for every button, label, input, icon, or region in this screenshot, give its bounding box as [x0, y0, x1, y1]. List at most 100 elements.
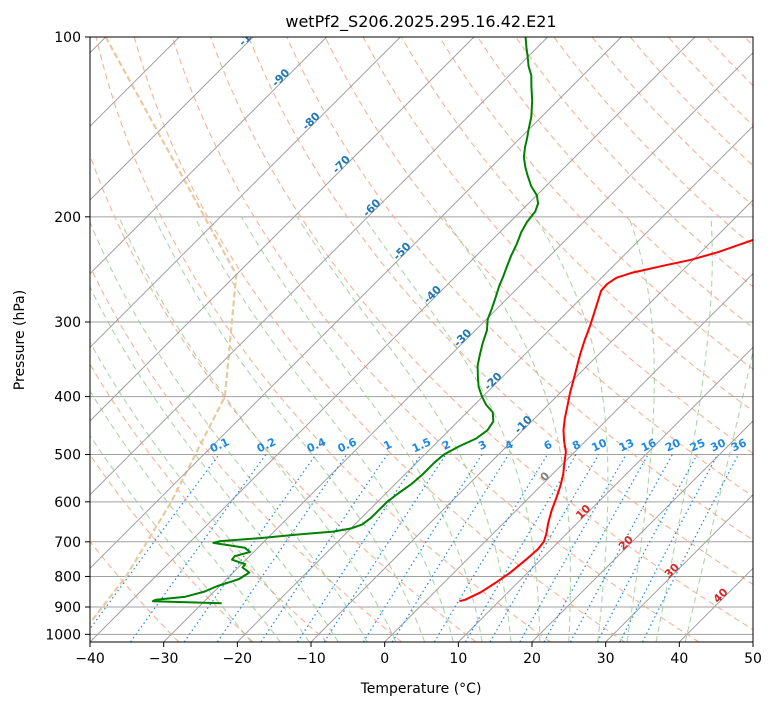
- moist-adiabat-line: [118, 216, 397, 642]
- y-tick-label: 200: [54, 210, 81, 226]
- mixing-ratio-line: [90, 454, 220, 630]
- mixing-ratio-label: 25: [688, 436, 707, 454]
- mixing-ratio-label: 13: [617, 436, 636, 454]
- mixing-ratio-label: 16: [639, 436, 659, 454]
- x-tick-label: 50: [744, 651, 762, 667]
- moist-adiabats: [90, 216, 753, 642]
- moist-adiabat-line: [90, 285, 339, 642]
- mixing-ratio-line: [323, 454, 447, 642]
- moist-adiabat-line: [626, 216, 655, 642]
- x-axis-ticks: −40 −30 −20 −10 0 10 20 30 40 50: [75, 642, 762, 667]
- sounding-series: [151, 37, 753, 605]
- moist-adiabat-line: [90, 434, 252, 642]
- mixing-ratio-line: [519, 454, 627, 642]
- mixing-ratio-line: [619, 454, 719, 642]
- y-axis-ticks: 100 200 300 400 500 600 700 800 900 1000: [45, 30, 90, 643]
- dry-adiabat-line: [95, 37, 551, 642]
- mixing-ratio-label: 10: [590, 436, 610, 454]
- moist-adiabat-line: [153, 216, 426, 642]
- dry-adiabat-line: [400, 37, 753, 412]
- mixing-ratio-lines: [90, 454, 739, 642]
- isotherm-line: [384, 272, 753, 642]
- dry-adiabat-line: [90, 453, 254, 642]
- x-tick-label: −40: [75, 651, 105, 667]
- moist-adiabat-line: [534, 216, 609, 642]
- moist-adiabat-line: [442, 216, 572, 642]
- mixing-ratio-line: [642, 454, 739, 642]
- moist-adiabat-line: [363, 216, 541, 642]
- isotherm-line: [90, 37, 254, 201]
- dry-adiabat-line: [438, 37, 753, 370]
- mixing-ratio-label: 30: [708, 436, 728, 454]
- plot-frame: [89, 36, 754, 643]
- plot-area: 0.10.20.40.611.52346810131620253036-100-…: [90, 20, 753, 642]
- moist-adiabat-line: [241, 216, 483, 642]
- isotherm-line: [163, 51, 753, 642]
- beige-curve: [90, 37, 238, 625]
- mixing-ratio-label: 20: [663, 436, 683, 454]
- x-tick-label: −30: [149, 651, 179, 667]
- y-tick-label: 100: [54, 30, 81, 46]
- isotherm-line: [90, 37, 549, 496]
- isotherm-line: [531, 420, 753, 642]
- x-tick-label: 40: [670, 651, 688, 667]
- isotherm-line: [457, 346, 753, 642]
- pressure-gridlines: [90, 37, 753, 635]
- x-tick-label: −20: [223, 651, 253, 667]
- mixing-ratio-line: [391, 454, 510, 642]
- dry-adiabat-line: [209, 37, 753, 631]
- mixing-ratio-label: 36: [729, 436, 749, 454]
- y-tick-label: 400: [54, 390, 81, 406]
- dry-adiabat-line: [324, 37, 753, 498]
- x-tick-label: 0: [380, 651, 389, 667]
- y-tick-label: 600: [54, 495, 81, 511]
- y-axis-title: Pressure (hPa): [12, 290, 28, 390]
- dry-adiabat-line: [515, 37, 753, 288]
- isotherm-label: -100: [236, 20, 265, 49]
- mixing-ratio-line: [260, 454, 388, 642]
- moist-adiabat-line: [90, 390, 281, 642]
- x-tick-label: −10: [296, 651, 326, 667]
- isotherm-line: [236, 125, 753, 642]
- isotherm-line: [90, 37, 475, 422]
- isotherm-line: [605, 493, 753, 642]
- moist-adiabat-line: [90, 220, 368, 642]
- dewpoint-line: [151, 37, 540, 605]
- dry-adiabat-line: [248, 37, 753, 586]
- dry-adiabat-line: [286, 37, 753, 541]
- isotherms: [90, 37, 753, 642]
- dry-adiabat-line: [362, 37, 753, 455]
- x-tick-label: 10: [449, 651, 467, 667]
- mixing-ratio-line: [130, 454, 267, 642]
- y-tick-label: 900: [54, 600, 81, 616]
- chart-title: wetPf2_S206.2025.295.16.42.E21: [285, 12, 556, 32]
- mixing-ratio-line: [362, 454, 483, 642]
- dry-adiabat-line: [171, 37, 700, 642]
- isotherm-line: [90, 37, 622, 570]
- dry-adiabat-line: [477, 37, 753, 329]
- y-tick-label: 700: [54, 535, 81, 551]
- moist-adiabat-line: [90, 341, 310, 642]
- isotherm-line: [90, 37, 328, 275]
- dry-adiabat-line: [90, 153, 477, 642]
- isotherm-line: [90, 37, 401, 349]
- isotherm-line: [90, 37, 696, 642]
- mixing-ratio-line: [489, 454, 600, 642]
- y-tick-label: 800: [54, 569, 81, 585]
- temperature-line: [459, 238, 753, 603]
- mixing-ratio-line: [296, 454, 422, 642]
- x-tick-label: 30: [597, 651, 615, 667]
- y-tick-label: 300: [54, 315, 81, 331]
- dry-adiabat-line: [90, 363, 328, 642]
- beige-reference-curve: [90, 37, 238, 625]
- mixing-ratio-line: [596, 454, 698, 642]
- x-tick-label: 20: [523, 651, 541, 667]
- moist-adiabat-line: [655, 216, 713, 642]
- y-tick-label: 1000: [45, 627, 81, 643]
- x-axis-title: Temperature (°C): [360, 681, 482, 697]
- mixing-ratio-line: [216, 454, 348, 642]
- mixing-ratio-line: [183, 454, 317, 642]
- y-tick-label: 500: [54, 448, 81, 464]
